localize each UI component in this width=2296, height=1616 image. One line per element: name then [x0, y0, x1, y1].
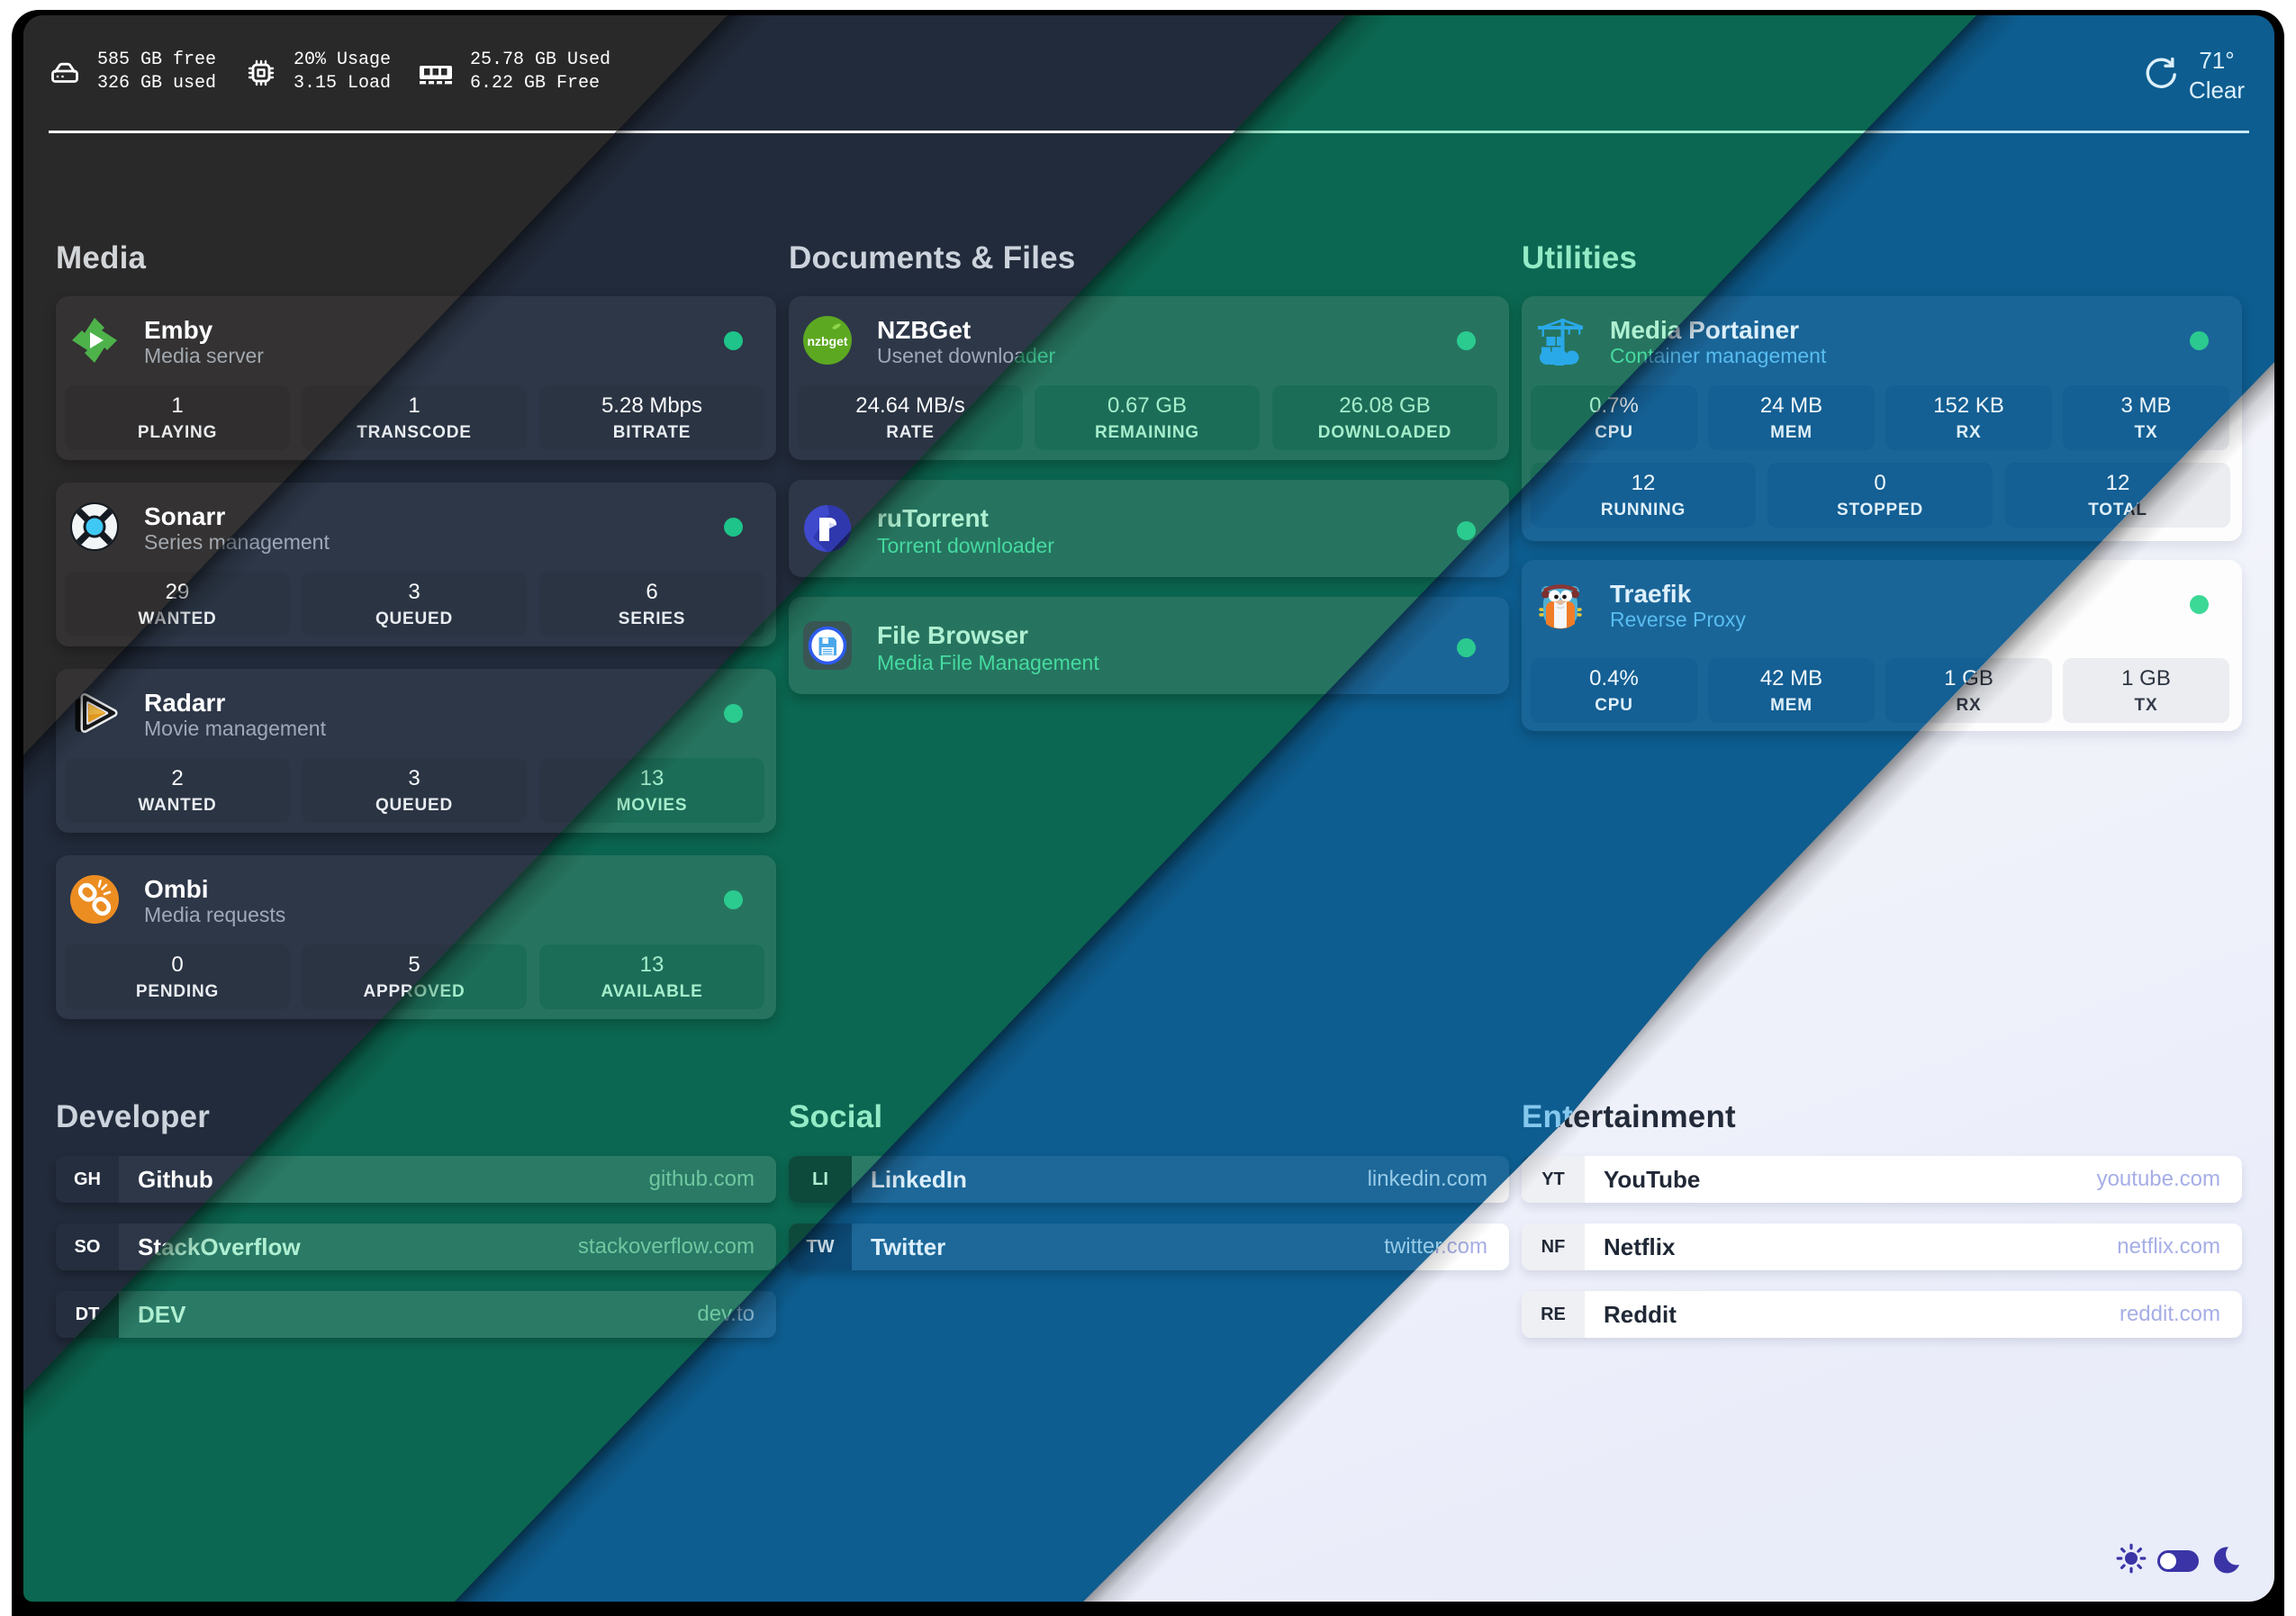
svg-text:nzbget: nzbget: [807, 334, 847, 348]
